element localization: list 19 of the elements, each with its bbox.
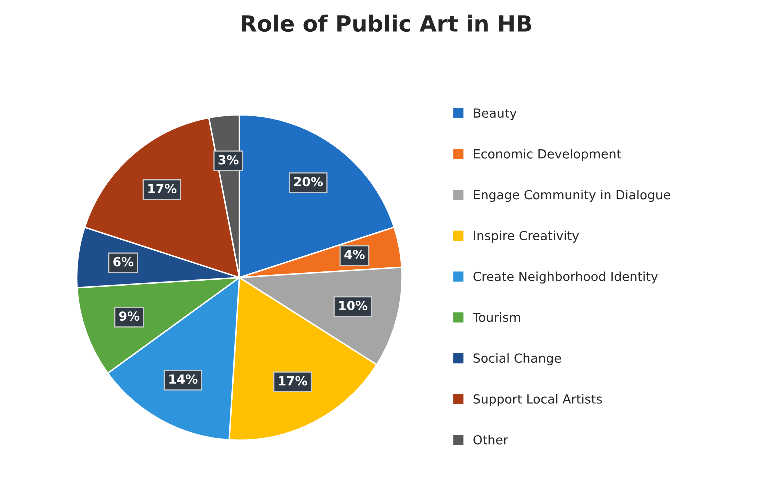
- legend-label: Support Local Artists: [474, 394, 602, 406]
- legend-label: Create Neighborhood Identity: [474, 272, 658, 284]
- data-label: 4%: [344, 250, 365, 260]
- data-label: 9%: [119, 312, 140, 322]
- legend-label: Beauty: [474, 108, 517, 120]
- legend-label: Tourism: [472, 312, 520, 322]
- data-label: 3%: [218, 155, 239, 165]
- data-label: 20%: [294, 177, 324, 187]
- legend-label: Engage Community in Dialogue: [474, 190, 670, 202]
- data-label: 14%: [170, 374, 198, 384]
- chart-title: Role of Public Art in HB: [242, 14, 532, 32]
- data-label: 17%: [279, 376, 308, 386]
- legend-label: Economic Development: [474, 149, 622, 162]
- legend-label: Inspire Creativity: [474, 230, 580, 243]
- data-label: 6%: [114, 257, 134, 267]
- data-label: 10%: [340, 301, 368, 311]
- legend-label: Social Change: [474, 353, 562, 366]
- legend-label: Other: [474, 435, 508, 445]
- data-label: 17%: [148, 184, 177, 194]
